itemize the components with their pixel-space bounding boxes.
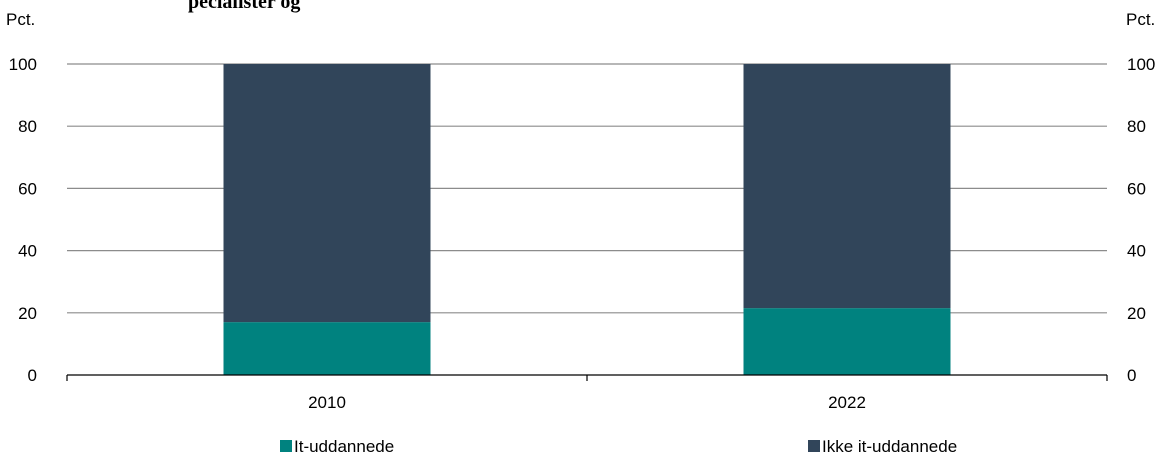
x-tick-label: 2010 [308, 393, 346, 412]
bar-segment [743, 308, 951, 375]
y-tick-label-right: 80 [1127, 117, 1146, 136]
y-tick-label-right: 40 [1127, 242, 1146, 261]
y-tick-label-left: 40 [18, 242, 37, 261]
y-tick-label-right: 0 [1127, 366, 1136, 385]
y-tick-label-right: 20 [1127, 304, 1146, 323]
legend-swatch [808, 440, 820, 452]
y-tick-label-right: 100 [1127, 55, 1155, 74]
y-tick-label-right: 60 [1127, 179, 1146, 198]
y-axis-unit-right: Pct. [1126, 10, 1155, 29]
y-tick-label-left: 100 [9, 55, 37, 74]
x-tick-label: 2022 [828, 393, 866, 412]
bar-segment [223, 322, 431, 375]
legend-swatch [280, 440, 292, 452]
legend-label: It-uddannede [294, 437, 394, 456]
y-tick-label-left: 80 [18, 117, 37, 136]
chart-title-fragment: pecialister og [188, 0, 301, 13]
y-axis-unit-left: Pct. [6, 10, 35, 29]
legend-label: Ikke it-uddannede [822, 437, 957, 456]
y-tick-label-left: 60 [18, 179, 37, 198]
bar-segment [743, 64, 951, 309]
y-tick-label-left: 0 [28, 366, 37, 385]
y-tick-label-left: 20 [18, 304, 37, 323]
bar-segment [223, 64, 431, 323]
